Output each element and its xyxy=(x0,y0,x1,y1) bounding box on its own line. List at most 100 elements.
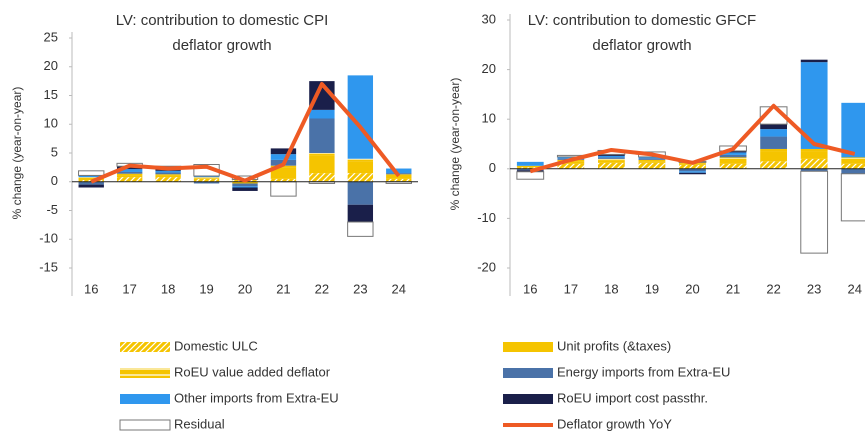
bar xyxy=(679,172,706,175)
bar xyxy=(347,204,374,222)
bar xyxy=(232,183,258,187)
bar xyxy=(638,158,666,160)
bar xyxy=(516,167,544,169)
bar xyxy=(78,184,104,188)
bar xyxy=(193,176,220,178)
bar xyxy=(232,186,258,188)
bar xyxy=(155,175,181,178)
bar xyxy=(116,177,143,182)
legend-label: Other imports from Extra-EU xyxy=(174,390,339,405)
bar xyxy=(800,170,829,254)
bar xyxy=(309,155,335,174)
bar xyxy=(116,169,143,172)
x-tick-label: 23 xyxy=(807,281,821,296)
y-tick-label: -10 xyxy=(39,231,58,246)
bar xyxy=(760,151,787,162)
bar xyxy=(155,174,181,176)
y-tick-label: -5 xyxy=(46,202,58,217)
bar xyxy=(719,154,747,158)
bar xyxy=(347,173,374,182)
bar xyxy=(116,175,143,178)
y-tick-label: 20 xyxy=(44,58,58,73)
bar-series xyxy=(78,75,412,188)
bar xyxy=(516,171,545,180)
bar xyxy=(719,157,747,159)
y-tick-label: 0 xyxy=(51,173,58,188)
legend-label: Residual xyxy=(174,416,225,431)
x-tick-label: 24 xyxy=(847,281,861,296)
bar xyxy=(800,59,828,63)
bar xyxy=(347,221,374,237)
x-tick-label: 21 xyxy=(276,281,290,296)
legend-swatch xyxy=(503,394,553,404)
bar xyxy=(155,172,181,175)
y-tick-label: 10 xyxy=(482,111,496,126)
y-tick-label: -10 xyxy=(477,210,496,225)
legend-label: Deflator growth YoY xyxy=(557,416,672,431)
bar xyxy=(760,129,787,137)
chart-title: LV: contribution to domestic CPI deflato… xyxy=(115,12,329,54)
bar xyxy=(719,152,747,155)
bar xyxy=(78,170,105,176)
y-tick-label: 5 xyxy=(51,144,58,159)
legend-swatch xyxy=(120,394,170,404)
legend-label: RoEU value added deflator xyxy=(174,364,331,379)
bar xyxy=(841,102,865,158)
bar xyxy=(719,150,747,153)
x-tick-label: 20 xyxy=(685,281,699,296)
bar xyxy=(270,167,297,179)
bar xyxy=(638,156,666,159)
bar xyxy=(557,156,585,159)
bar xyxy=(78,175,104,178)
bar xyxy=(638,162,666,169)
legend-label: Energy imports from Extra-EU xyxy=(557,364,730,379)
x-tick-label: 21 xyxy=(726,281,740,296)
bar xyxy=(760,124,787,130)
bar xyxy=(557,161,585,164)
x-tick-label: 23 xyxy=(353,281,367,296)
bar xyxy=(270,181,297,197)
bar xyxy=(679,168,706,172)
x-tick-label: 17 xyxy=(122,281,136,296)
bar xyxy=(232,187,258,191)
y-tick-label: -15 xyxy=(39,259,58,274)
bar xyxy=(598,155,625,158)
legend-swatch xyxy=(503,342,553,352)
bar xyxy=(800,151,828,159)
x-tick-label: 18 xyxy=(161,281,175,296)
line xyxy=(529,103,856,174)
bar xyxy=(679,171,706,173)
bar xyxy=(760,148,787,152)
legend-swatch xyxy=(503,368,553,378)
y-tick-label: 20 xyxy=(482,61,496,76)
bar xyxy=(719,163,747,169)
x-tick-label: 16 xyxy=(84,281,98,296)
legend-label: Unit profits (&taxes) xyxy=(557,338,671,353)
y-tick-label: 25 xyxy=(44,29,58,44)
bar xyxy=(516,165,544,168)
bar xyxy=(598,158,625,161)
y-axis-label: % change (year-on-year) xyxy=(448,78,462,211)
bar xyxy=(841,157,865,159)
bar xyxy=(347,181,374,205)
y-axis-label: % change (year-on-year) xyxy=(10,87,24,220)
bar xyxy=(841,158,865,164)
bar xyxy=(557,163,585,169)
bar xyxy=(840,173,865,222)
x-tick-label: 22 xyxy=(766,281,780,296)
bar-series: Domestic ULC xyxy=(516,158,865,169)
x-tick-label: 24 xyxy=(392,281,406,296)
bar xyxy=(841,168,865,174)
chart-title: LV: contribution to domestic GFCF deflat… xyxy=(527,12,757,54)
bar xyxy=(841,163,865,169)
bar xyxy=(598,157,625,159)
bar xyxy=(78,177,104,181)
bar xyxy=(309,118,335,153)
bar xyxy=(638,161,666,163)
bar xyxy=(516,161,544,166)
bar xyxy=(78,181,104,185)
bar xyxy=(155,177,181,182)
bar xyxy=(193,181,220,184)
